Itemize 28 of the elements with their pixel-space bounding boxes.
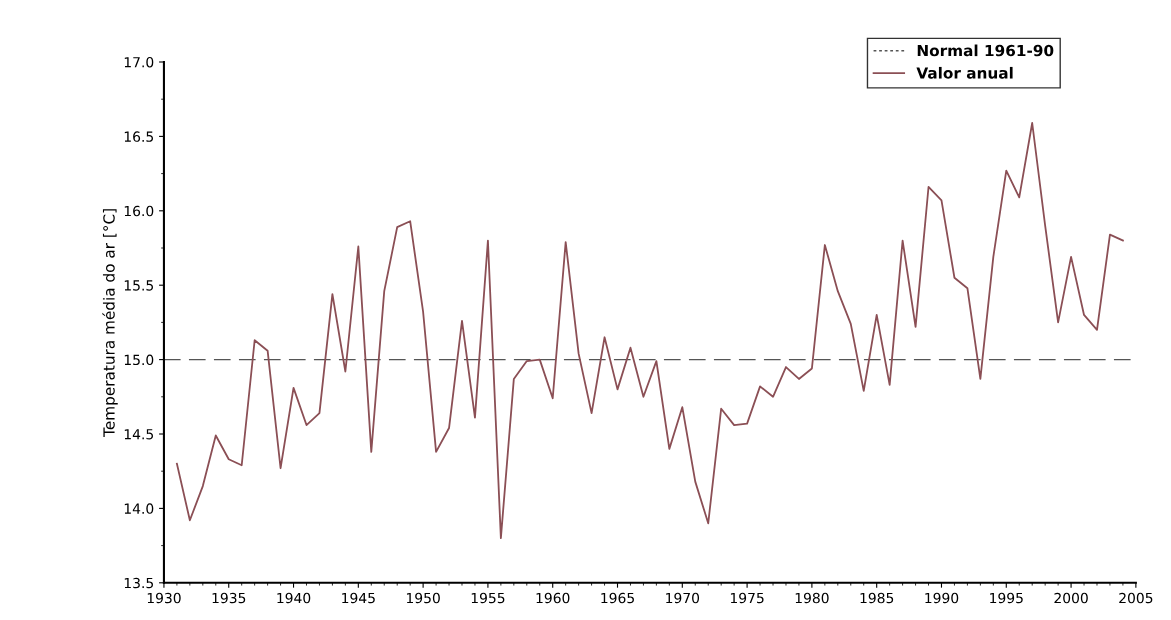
y-tick-label: 14.5 — [124, 429, 153, 440]
x-tick-label: 1975 — [730, 592, 764, 604]
x-tick-label: 1995 — [990, 592, 1023, 604]
x-tick-label: 1930 — [147, 592, 181, 604]
y-axis-title: Temperatura média do ar [°C] — [102, 209, 118, 437]
x-tick-label: 1935 — [212, 592, 246, 604]
legend-label: Normal 1961-90 — [917, 44, 1054, 57]
x-tick-label: 1940 — [277, 592, 311, 604]
x-tick-label: 1985 — [860, 592, 894, 604]
x-tick-label: 1990 — [925, 592, 959, 604]
x-tick-label: 2005 — [1119, 592, 1153, 604]
x-tick-label: 1960 — [536, 592, 570, 604]
y-tick-label: 14.0 — [124, 503, 154, 514]
y-tick-label: 17.0 — [124, 56, 154, 68]
y-tick-label: 13.5 — [124, 577, 153, 589]
legend-label: Valor anual — [916, 66, 1013, 79]
line-series — [175, 122, 1124, 540]
x-tick-label: 1980 — [795, 592, 829, 604]
x-tick-label: 1970 — [666, 592, 700, 604]
y-tick-label: 16.0 — [124, 205, 154, 217]
x-tick-label: 1955 — [471, 592, 505, 604]
x-tick-label: 2000 — [1054, 592, 1088, 604]
y-tick-label: 16.5 — [124, 131, 153, 142]
x-tick-label: 1945 — [342, 592, 375, 604]
y-tick-label: 15.0 — [124, 354, 154, 366]
x-tick-label: 1965 — [601, 592, 634, 604]
y-tick-label: 15.5 — [124, 280, 153, 291]
x-tick-label: 1950 — [406, 592, 440, 604]
